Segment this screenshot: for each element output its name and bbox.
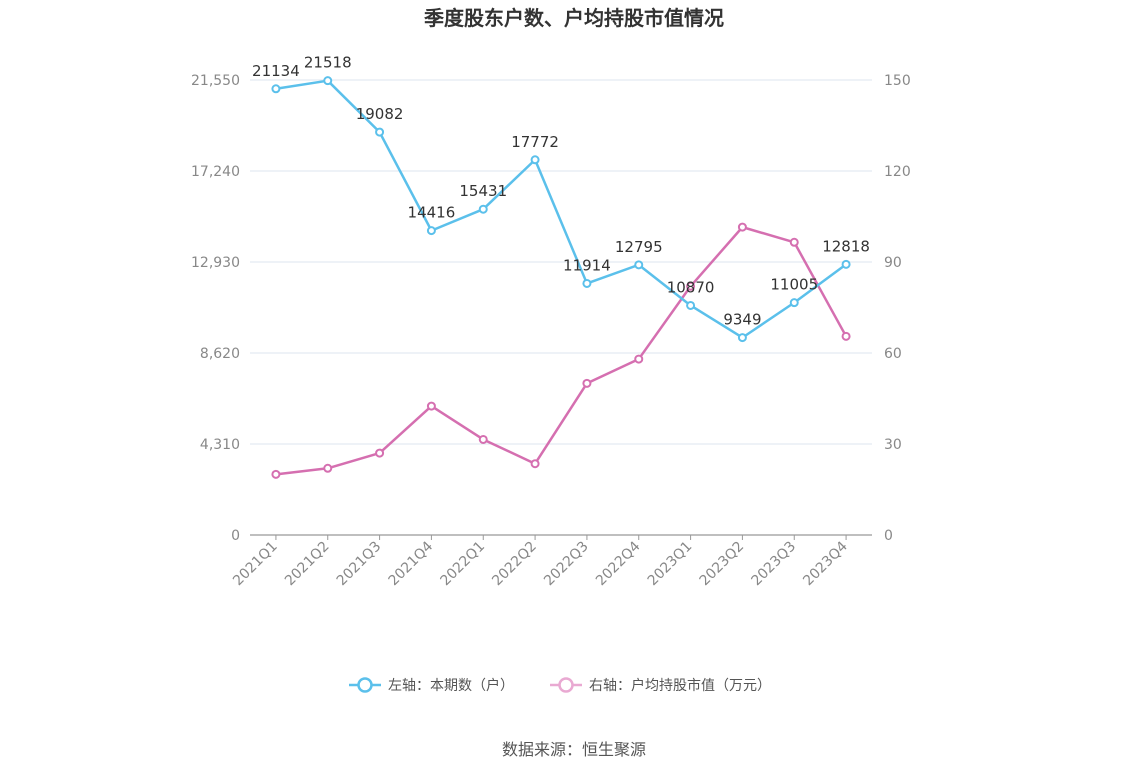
- data-point[interactable]: [737, 222, 747, 232]
- x-tick-label: 2022Q3: [541, 539, 592, 590]
- left-tick-label: 17,240: [191, 164, 240, 180]
- data-label: 21518: [304, 54, 352, 72]
- x-tick-label: 2022Q4: [593, 538, 644, 589]
- right-tick-label: 120: [884, 164, 911, 180]
- x-tick-label: 2023Q3: [748, 539, 799, 590]
- data-point[interactable]: [478, 434, 488, 444]
- x-tick-label: 2023Q2: [697, 539, 748, 590]
- legend: 左轴：本期数（户） 右轴：户均持股市值（万元）: [349, 677, 771, 694]
- x-tick-label: 2021Q4: [386, 538, 437, 589]
- data-point[interactable]: [686, 300, 696, 310]
- legend-item-right[interactable]: 右轴：户均持股市值（万元）: [550, 677, 771, 694]
- right-tick-label: 90: [884, 255, 902, 271]
- data-point[interactable]: [530, 155, 540, 165]
- data-label: 12795: [615, 238, 663, 256]
- data-point[interactable]: [686, 281, 696, 291]
- x-axis: 2021Q1 2021Q2 2021Q3 2021Q4 2022Q1 2022Q2 2022…: [230, 534, 872, 590]
- left-tick-label: 12,930: [191, 255, 240, 271]
- data-point[interactable]: [271, 469, 281, 479]
- right-axis-ticks: 0 30 60 90 120 150: [884, 73, 911, 544]
- series-left: [271, 76, 851, 343]
- data-label: 10870: [667, 278, 715, 296]
- data-label: 21134: [252, 62, 300, 80]
- left-tick-label: 4,310: [200, 437, 240, 453]
- data-label: 11914: [563, 256, 611, 274]
- right-tick-label: 60: [884, 346, 902, 362]
- data-point[interactable]: [582, 278, 592, 288]
- data-label: 17772: [511, 133, 559, 151]
- data-point[interactable]: [323, 463, 333, 473]
- legend-label-right: 右轴：户均持股市值（万元）: [589, 677, 771, 694]
- data-point[interactable]: [323, 76, 333, 86]
- data-point[interactable]: [530, 459, 540, 469]
- left-tick-label: 8,620: [200, 346, 240, 362]
- x-tick-label: 2022Q1: [437, 539, 488, 590]
- data-point[interactable]: [375, 448, 385, 458]
- legend-marker-right: [558, 677, 574, 693]
- data-label: 15431: [459, 182, 507, 200]
- legend-marker-left: [357, 677, 373, 693]
- data-label: 12818: [822, 237, 870, 255]
- chart-title: 季度股东户数、户均持股市值情况: [423, 6, 724, 30]
- data-point[interactable]: [634, 354, 644, 364]
- data-point[interactable]: [789, 298, 799, 308]
- data-point[interactable]: [634, 260, 644, 270]
- left-axis-ticks: 0 4,310 8,620 12,930 17,240 21,550: [191, 73, 240, 544]
- x-tick-label: 2021Q3: [334, 539, 385, 590]
- data-label: 11005: [770, 276, 818, 294]
- x-tick-label: 2021Q1: [230, 539, 281, 590]
- data-point[interactable]: [582, 378, 592, 388]
- data-point[interactable]: [841, 259, 851, 269]
- right-tick-label: 0: [884, 528, 893, 544]
- series-line: [275, 79, 847, 339]
- series-right: [271, 222, 851, 479]
- data-point[interactable]: [737, 333, 747, 343]
- x-tick-label: 2023Q4: [800, 538, 851, 589]
- right-tick-label: 30: [884, 437, 902, 453]
- x-tick-label: 2023Q1: [645, 539, 696, 590]
- series-line: [275, 225, 848, 476]
- left-tick-label: 0: [231, 528, 240, 544]
- data-point[interactable]: [478, 204, 488, 214]
- data-point[interactable]: [375, 127, 385, 137]
- data-source: 数据来源：恒生聚源: [502, 740, 646, 759]
- data-label: 9349: [723, 311, 761, 329]
- data-point[interactable]: [789, 237, 799, 247]
- data-point[interactable]: [426, 401, 436, 411]
- data-label: 19082: [356, 105, 404, 123]
- left-tick-label: 21,550: [191, 73, 240, 89]
- legend-label-left: 左轴：本期数（户）: [388, 677, 514, 694]
- right-tick-label: 150: [884, 73, 911, 89]
- data-point[interactable]: [841, 331, 851, 341]
- data-point[interactable]: [426, 226, 436, 236]
- x-tick-label: 2022Q2: [489, 539, 540, 590]
- grid-lines: [250, 79, 872, 445]
- x-tick-label: 2021Q2: [282, 539, 333, 590]
- legend-item-left[interactable]: 左轴：本期数（户）: [349, 677, 514, 694]
- data-label: 14416: [408, 204, 456, 222]
- data-point[interactable]: [271, 84, 281, 94]
